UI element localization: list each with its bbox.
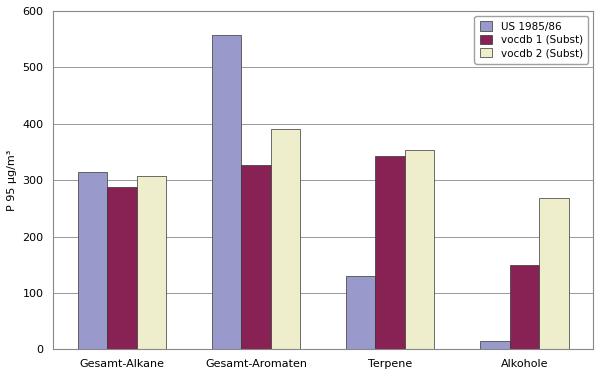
Bar bbox=[376, 156, 405, 349]
Bar bbox=[480, 341, 509, 349]
Bar bbox=[539, 198, 569, 349]
Bar bbox=[137, 176, 166, 349]
Bar bbox=[271, 129, 301, 349]
Legend: US 1985/86, vocdb 1 (Subst), vocdb 2 (Subst): US 1985/86, vocdb 1 (Subst), vocdb 2 (Su… bbox=[475, 16, 588, 64]
Y-axis label: P 95 µg/m³: P 95 µg/m³ bbox=[7, 149, 17, 211]
Bar bbox=[241, 165, 271, 349]
Bar bbox=[346, 276, 376, 349]
Bar bbox=[212, 35, 241, 349]
Bar bbox=[405, 150, 434, 349]
Bar bbox=[509, 265, 539, 349]
Bar bbox=[78, 172, 107, 349]
Bar bbox=[107, 188, 137, 349]
